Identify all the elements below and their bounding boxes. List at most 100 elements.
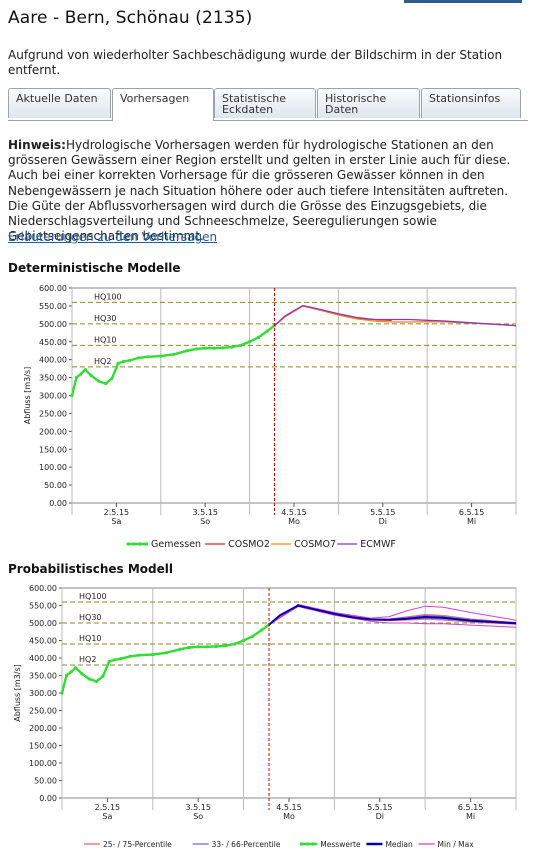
data-point [137,356,141,360]
series-min-line [268,606,517,628]
threshold-label: HQ30 [94,314,117,323]
legend-label: Min / Max [438,840,475,849]
x-tick-date: 3.5.15 [192,508,217,517]
tab-vorhersagen[interactable]: Vorhersagen [112,88,214,121]
probabilistic-chart: 0.00 50.00 100.00 150.00 200.00 250.00 300.00 3… [13,584,517,849]
data-point [107,659,111,664]
deterministic-section-title: Deterministische Modelle [8,261,181,275]
threshold-label: HQ10 [79,634,102,643]
legend-marker [126,542,130,546]
data-point [196,645,200,649]
series-line [274,304,517,327]
forecast-hint: Hinweis:Hydrologische Vorhersagen werden… [8,138,523,244]
data-point [128,358,132,362]
x-tick-day: Sa [102,812,112,821]
y-axis-label: Abfluss [m3/s] [13,664,22,722]
data-point [159,354,163,358]
data-point [119,657,123,661]
x-tick-date: 5.5.15 [367,803,392,812]
data-point [265,329,269,333]
tab-label: Vorhersagen [120,92,190,105]
y-tick-label: 150.00 [29,742,57,751]
data-point [185,349,190,353]
data-point [221,346,225,350]
data-point [128,654,132,658]
y-tick-label: 450.00 [39,338,67,347]
data-point [230,345,234,349]
data-point [74,375,79,380]
data-point [70,393,74,398]
data-point [172,352,176,356]
legend-marker [138,542,142,546]
data-point [145,355,150,359]
legend-marker [311,842,315,846]
data-point [178,647,182,651]
tab-aktuelle-daten[interactable]: Aktuelle Daten [8,88,111,118]
y-tick-label: 500.00 [39,320,67,329]
x-tick-day: Mi [467,517,476,526]
y-tick-label: 200.00 [39,427,67,436]
header-accent-bar [404,0,522,3]
station-notice: Aufgrund von wiederholter Sachbeschädigu… [8,48,503,77]
data-point [104,382,108,386]
tab-statistische-eckdaten[interactable]: Statistische Eckdaten [214,88,316,118]
y-tick-label: 300.00 [39,392,67,401]
x-tick-date: 2.5.15 [95,803,120,812]
forecast-explanation-link[interactable]: Erläuterungen zu den Vorhersagen [8,230,218,244]
data-point [223,644,228,648]
y-tick-label: 600.00 [29,584,57,593]
data-point [69,670,73,674]
deterministic-chart: 0.00 50.00 100.00 150.00 200.00 250.00 300.00 3… [23,284,517,550]
series-max-line [268,603,517,626]
data-point [151,652,155,657]
y-tick-label: 300.00 [29,689,57,698]
data-point [205,645,209,649]
y-tick-label: 600.00 [39,284,67,293]
x-tick-day: Di [379,517,387,526]
legend-marker [132,542,136,546]
legend-label: COSMO2 [228,539,270,550]
legend-label: ECMWF [360,539,396,550]
data-point [97,379,101,383]
hint-label: Hinweis: [8,138,66,152]
data-point [101,674,105,678]
plot-area [71,287,517,504]
y-tick-label: 250.00 [29,707,57,716]
x-tick-day: Di [376,812,384,821]
y-tick-label: 250.00 [39,409,67,418]
y-tick-label: 0.00 [49,499,67,508]
legend-label: Messwerte [320,840,361,849]
y-tick-label: 450.00 [29,637,57,646]
legend-marker [144,542,148,546]
tab-label: Historische Daten [325,92,387,116]
legend-marker [305,842,309,846]
y-tick-label: 400.00 [39,356,67,365]
x-tick-date: 4.5.15 [281,508,306,517]
hint-text: Hydrologische Vorhersagen werden für hyd… [8,138,511,244]
data-point [203,346,207,350]
data-point [187,645,191,650]
data-point [242,638,246,643]
data-point [89,374,94,378]
y-tick-label: 0.00 [39,794,57,803]
data-point [137,653,141,657]
x-tick-day: Mo [283,812,295,821]
data-point [60,691,64,695]
data-point [121,359,126,364]
tab-stationsinfos[interactable]: Stationsinfos [421,88,521,118]
y-tick-label: 350.00 [39,374,67,383]
data-point [116,361,120,365]
tab-historische-daten[interactable]: Historische Daten [317,88,420,118]
tab-label: Aktuelle Daten [16,92,98,105]
data-point [251,634,255,638]
tab-label: Stationsinfos [429,92,501,105]
y-tick-label: 550.00 [29,602,57,611]
data-point [214,644,218,649]
y-tick-label: 50.00 [44,481,67,490]
legend-label: Gemessen [151,539,201,550]
threshold-label: HQ100 [79,592,107,601]
tab-label: Statistische Eckdaten [222,92,287,116]
data-point [64,673,69,678]
data-point [80,672,84,676]
data-point [232,642,237,646]
